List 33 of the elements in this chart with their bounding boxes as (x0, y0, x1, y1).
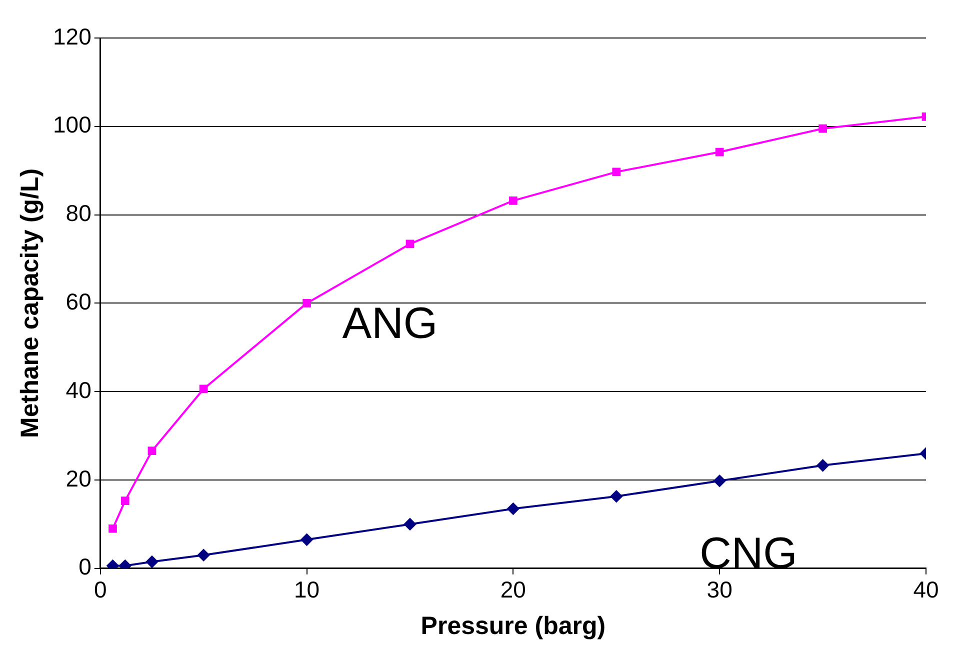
point (406, 240, 414, 248)
point (199, 384, 208, 394)
point (120, 496, 130, 505)
point (302, 299, 311, 308)
point (818, 124, 827, 133)
point (816, 459, 829, 472)
y-tick-label: 0 (78, 554, 92, 580)
x-axis-title: Pressure (barg) (420, 612, 606, 640)
point (509, 196, 518, 205)
point (108, 524, 117, 533)
point (198, 549, 210, 562)
point (148, 446, 156, 456)
x-tick-label: 40 (913, 576, 939, 603)
series-label: ANG (342, 299, 438, 348)
point (612, 168, 621, 176)
point (300, 534, 313, 546)
x-tick-label: 10 (294, 576, 320, 603)
point (404, 518, 416, 530)
point (610, 490, 622, 502)
x-tick-label: 20 (500, 576, 526, 603)
y-tick-label: 100 (53, 112, 92, 138)
y-tick-label: 40 (66, 376, 92, 403)
y-tick-label: 20 (66, 465, 92, 492)
point (715, 148, 724, 156)
point (714, 474, 726, 487)
point (507, 502, 520, 515)
y-tick-label: 80 (66, 200, 92, 226)
x-tick-label: 30 (706, 576, 732, 603)
y-tick-label: 120 (53, 23, 92, 50)
point (146, 556, 158, 568)
series-label: CNG (700, 529, 798, 578)
y-tick-label: 60 (66, 288, 92, 315)
y-axis-title: Methane capacity (g/L) (16, 168, 44, 438)
